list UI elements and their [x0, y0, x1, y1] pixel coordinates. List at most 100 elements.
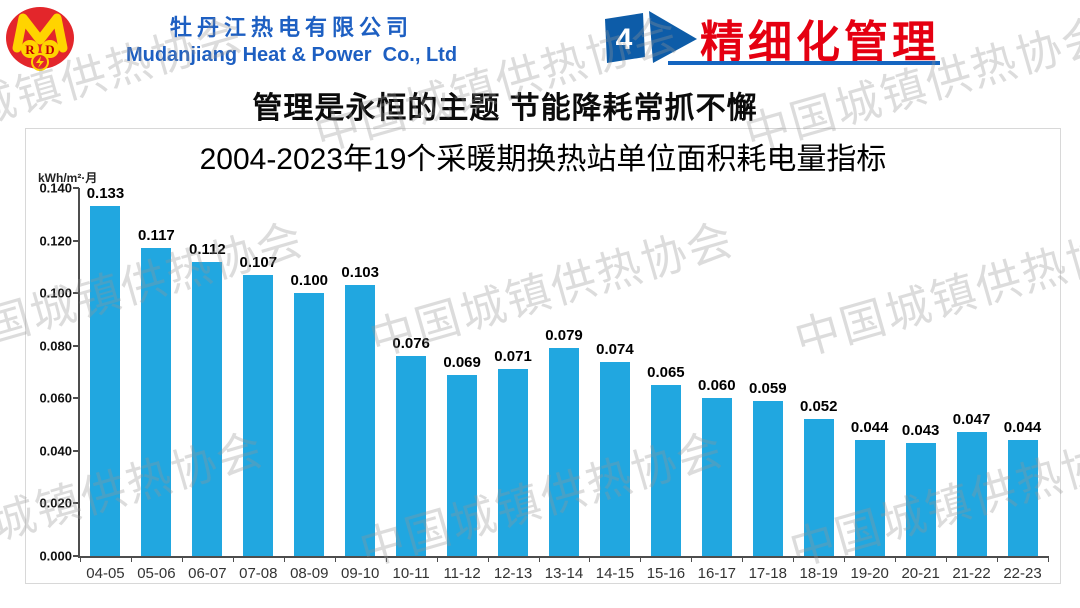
y-tick-mark — [73, 187, 79, 189]
bar-value-label: 0.069 — [443, 353, 481, 371]
y-axis-unit-label: kWh/m²·月 — [38, 171, 98, 185]
bar-value-label: 0.107 — [239, 253, 278, 271]
x-tick-label: 05-06 — [137, 565, 176, 582]
bar-slot: 0.059 17-18 — [742, 188, 793, 582]
x-tick-label: 14-15 — [595, 565, 635, 582]
x-tick-mark — [130, 556, 132, 562]
bar-09-10 — [345, 285, 376, 556]
bar-value-label: 0.043 — [901, 421, 940, 439]
bar-11-12 — [447, 374, 478, 556]
bar-slot: 0.079 13-14 — [539, 188, 590, 582]
bar-12-13 — [498, 369, 529, 556]
y-tick-label: 0.020 — [39, 495, 72, 511]
bar-13-14 — [548, 348, 579, 556]
section-number-marker: 4 — [605, 11, 697, 63]
x-tick-mark — [793, 556, 795, 562]
x-tick-mark — [232, 556, 234, 562]
section-title: 精细化管理 — [700, 18, 940, 67]
bar-05-06 — [141, 248, 172, 556]
bar-slot: 0.043 20-21 — [895, 188, 946, 582]
bar-19-20 — [854, 440, 885, 556]
x-tick-label: 20-21 — [901, 565, 940, 582]
y-tick-label: 0.060 — [39, 390, 72, 406]
bar-value-label: 0.133 — [86, 185, 125, 203]
company-name-block: 牡丹江热电有限公司 Mudanjiang Heat & Power Co., L… — [84, 10, 499, 67]
bar-slot: 0.074 14-15 — [589, 188, 640, 583]
section-title-underline — [668, 61, 940, 65]
logo-letter-r: R — [25, 42, 35, 57]
x-tick-label: 16-17 — [697, 565, 737, 582]
bar-value-label: 0.047 — [952, 411, 991, 429]
bar-value-label: 0.103 — [341, 264, 379, 282]
bar-10-11 — [396, 356, 427, 556]
x-tick-mark — [283, 556, 285, 562]
x-tick-label: 19-20 — [850, 565, 889, 582]
x-tick-mark — [436, 556, 438, 562]
y-tick-mark — [73, 502, 79, 505]
x-tick-label: 10-11 — [392, 565, 430, 582]
bar-17-18 — [752, 400, 783, 556]
bar-slot: 0.044 22-23 — [997, 188, 1048, 582]
bar-slot: 0.047 21-22 — [946, 188, 997, 582]
bar-value-label: 0.112 — [189, 240, 226, 258]
bar-value-label: 0.044 — [850, 419, 889, 437]
x-tick-mark — [742, 556, 744, 562]
x-tick-label: 04-05 — [86, 565, 125, 582]
y-tick-label: 0.140 — [39, 180, 72, 196]
bar-slot: 0.112 06-07 — [182, 188, 233, 582]
bar-07-08 — [243, 274, 274, 556]
y-tick-label: 0.080 — [39, 338, 72, 354]
y-tick-mark — [73, 449, 79, 452]
plot-area: 0.140 0.120 0.100 0.080 0.060 0.040 0.020 0.000… — [39, 181, 1049, 583]
bar-slot: 0.052 18-19 — [793, 188, 844, 582]
logo-letter-d: D — [45, 42, 54, 57]
bar-14-15 — [599, 361, 630, 556]
x-tick-mark — [80, 556, 81, 562]
x-tick-mark — [844, 556, 846, 562]
x-tick-label: 07-08 — [239, 565, 278, 582]
bar-06-07 — [192, 261, 223, 556]
bar-slot: 0.100 08-09 — [284, 188, 335, 582]
bar-21-22 — [956, 432, 987, 556]
x-tick-mark — [895, 556, 897, 562]
x-tick-label: 08-09 — [290, 565, 329, 582]
y-tick-label: 0.000 — [39, 548, 72, 564]
chart-panel: 2004-2023年19个采暖期换热站单位面积耗电量指标 kWh/m²·月 0.… — [25, 128, 1061, 584]
x-tick-mark — [1048, 556, 1049, 562]
x-tick-label: 06-07 — [188, 565, 227, 582]
x-tick-label: 11-12 — [443, 565, 481, 582]
x-tick-label: 15-16 — [646, 565, 686, 582]
bar-08-09 — [294, 293, 325, 556]
bar-04-05 — [90, 206, 121, 556]
bar-18-19 — [803, 419, 834, 556]
slide-subtitle: 管理是永恒的主题 节能降耗常抓不懈 — [252, 92, 758, 125]
x-tick-mark — [538, 556, 540, 562]
y-tick-mark — [73, 344, 79, 347]
section-number: 4 — [616, 23, 633, 56]
company-name-en: Mudanjiang Heat & Power Co., Ltd — [125, 44, 458, 66]
company-logo-icon: R D — [6, 7, 74, 71]
bar-slot: 0.107 07-08 — [233, 188, 284, 582]
bar-value-label: 0.079 — [545, 327, 583, 345]
y-tick-label: 0.040 — [39, 443, 72, 459]
x-tick-label: 22-23 — [1003, 565, 1042, 582]
y-tick-mark — [73, 292, 79, 295]
bar-slot: 0.133 04-05 — [80, 185, 131, 582]
bar-value-label: 0.117 — [138, 227, 175, 245]
bar-value-label: 0.100 — [290, 272, 329, 290]
bar-20-21 — [905, 442, 936, 556]
bar-slot: 0.060 16-17 — [691, 188, 742, 582]
x-tick-label: 13-14 — [544, 565, 584, 582]
bar-value-label: 0.052 — [799, 398, 838, 416]
x-tick-mark — [691, 556, 693, 562]
bar-value-label: 0.071 — [494, 348, 532, 366]
y-tick-mark — [73, 397, 79, 400]
y-tick-label: 0.100 — [39, 285, 72, 301]
bar-slot: 0.065 15-16 — [640, 188, 691, 582]
x-tick-label: 18-19 — [799, 565, 838, 582]
bar-value-label: 0.065 — [647, 364, 685, 382]
x-tick-mark — [334, 556, 336, 562]
x-tick-mark — [946, 556, 948, 562]
bar-15-16 — [650, 385, 681, 556]
bar-value-label: 0.044 — [1003, 419, 1042, 437]
